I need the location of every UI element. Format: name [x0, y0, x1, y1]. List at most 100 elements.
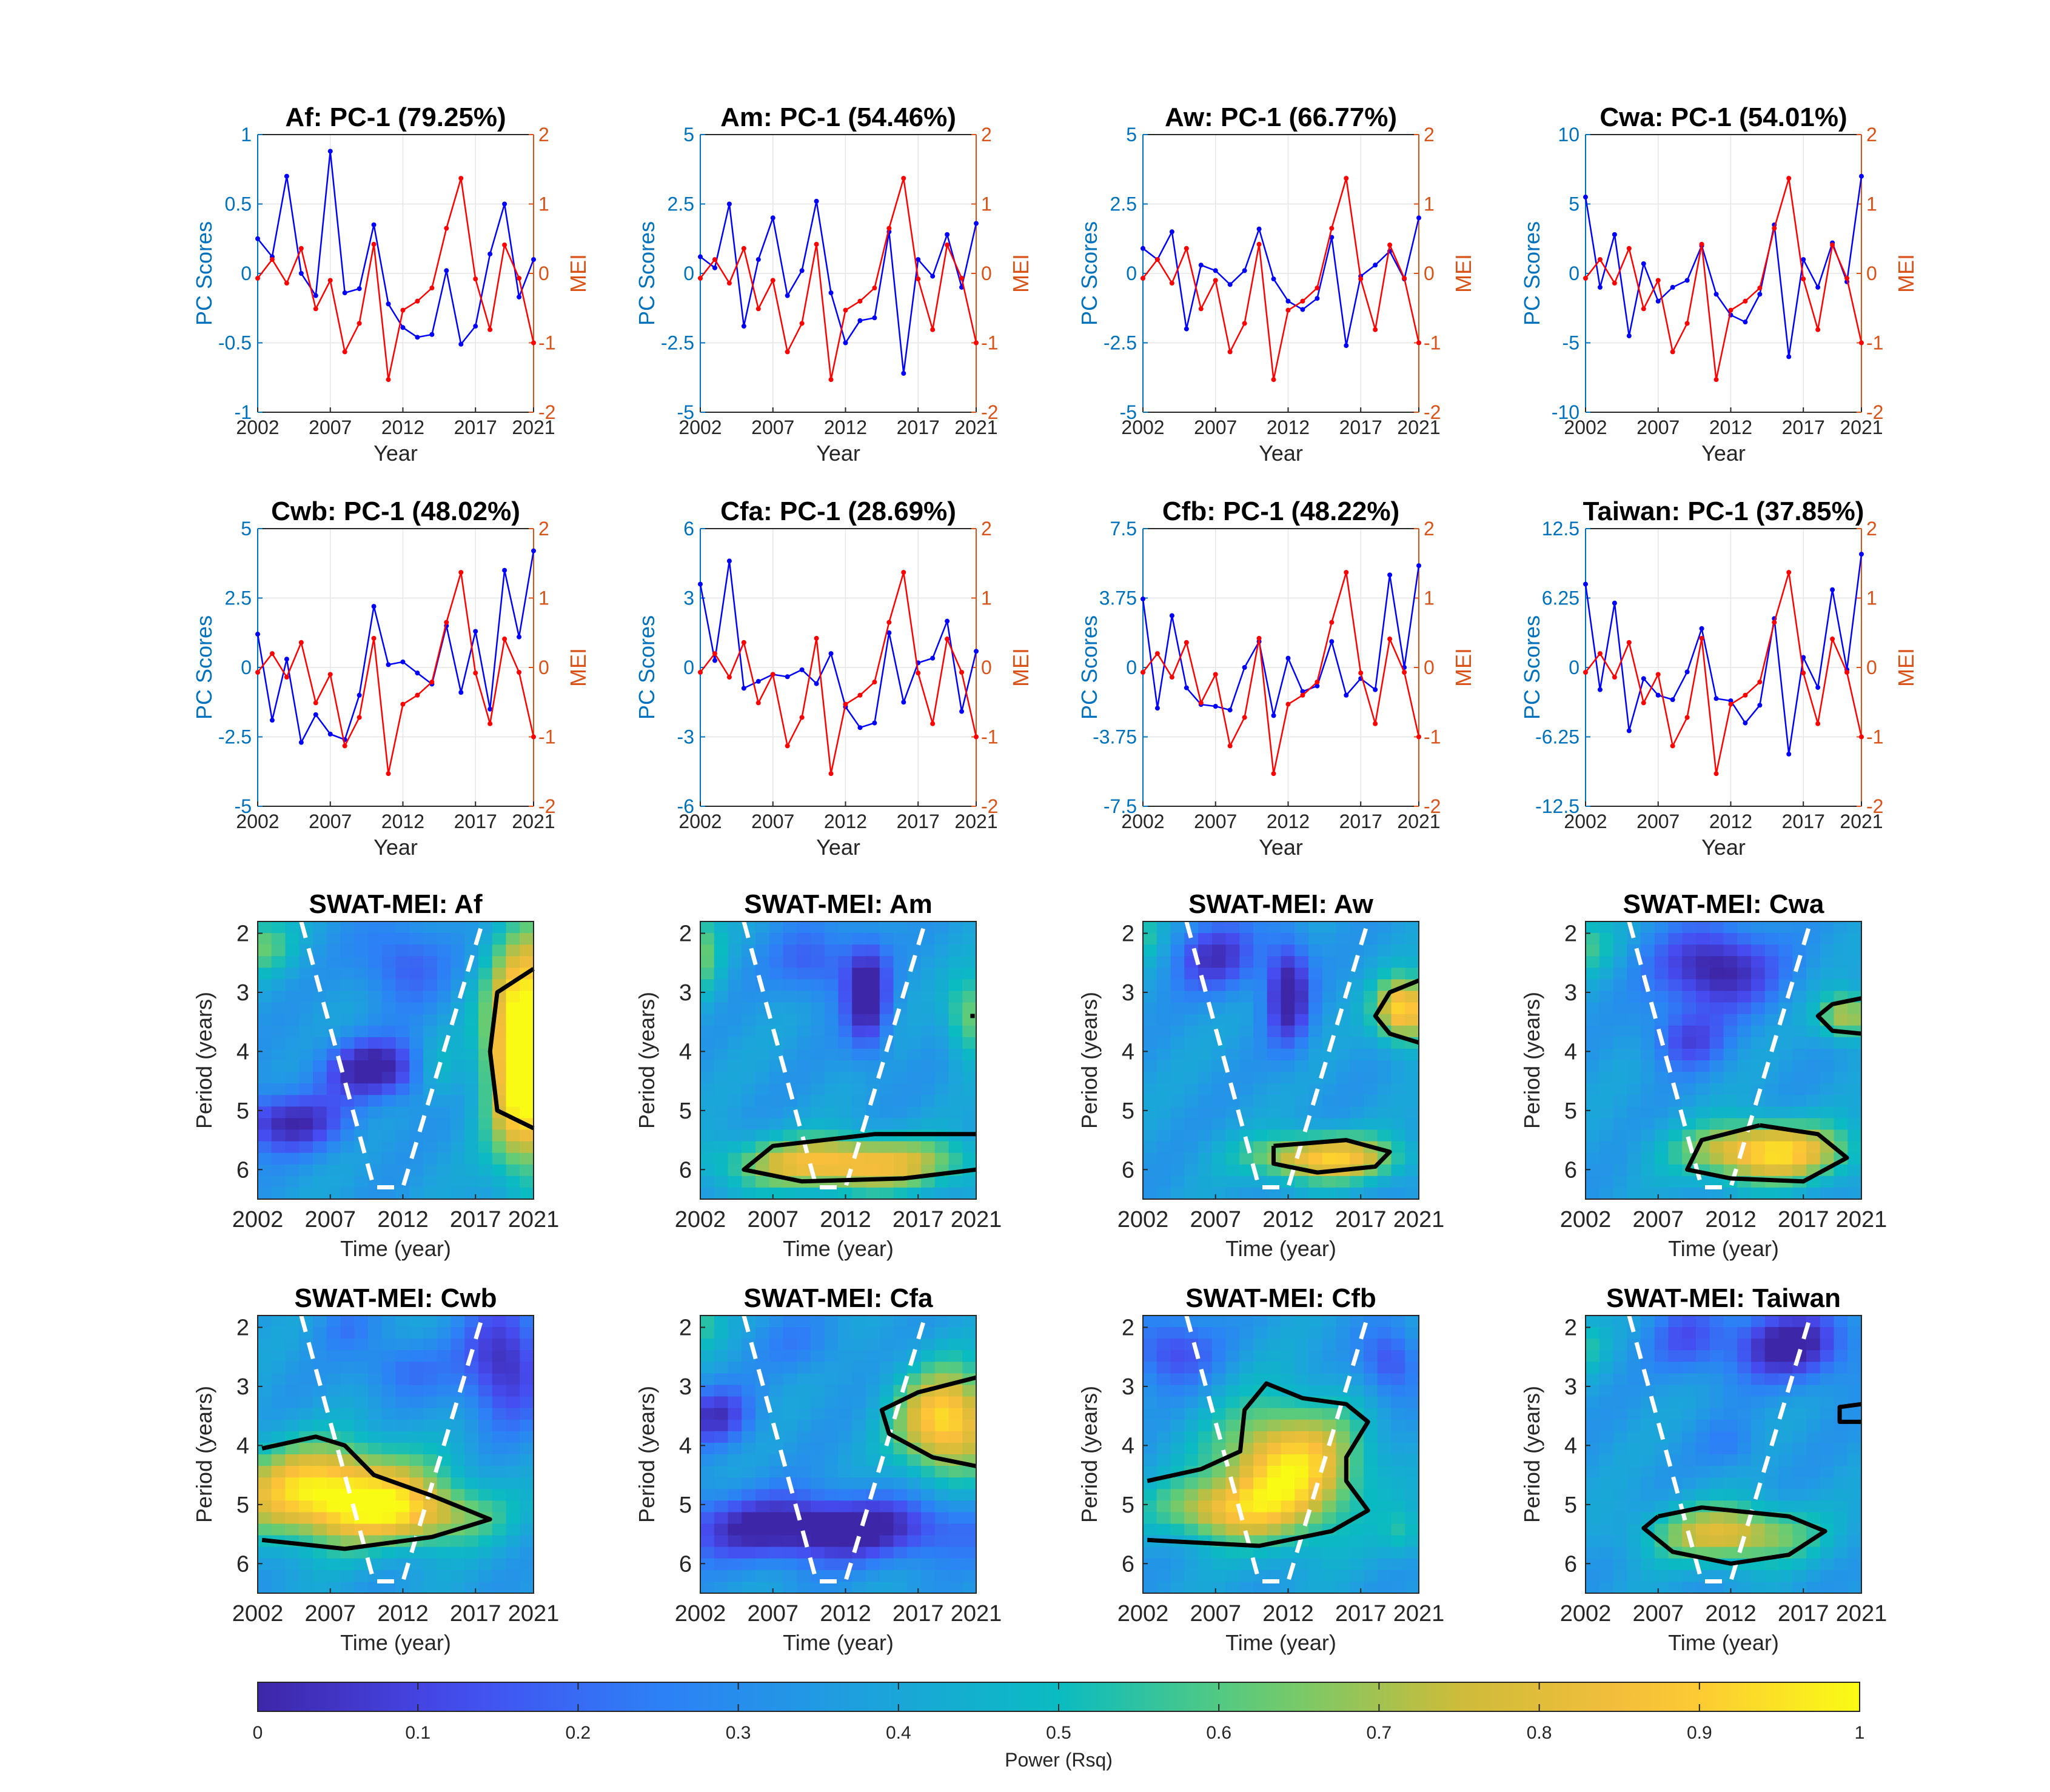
heatmap-cell: [1281, 1095, 1296, 1108]
heatmap-cell: [395, 1118, 410, 1131]
x-tick-label: 2017: [450, 1601, 501, 1627]
heatmap-cell: [326, 1327, 341, 1339]
heatmap-cell: [368, 1327, 383, 1339]
heatmap-cell: [1225, 1072, 1241, 1084]
x-tick-label: 2007: [747, 1207, 799, 1232]
heatmap-cell: [1281, 1442, 1296, 1455]
y-tick-label: 6: [1122, 1157, 1134, 1183]
heatmap-cell: [1295, 944, 1309, 957]
heatmap-cell: [879, 1118, 894, 1131]
heatmap-cell: [1834, 1350, 1849, 1363]
heatmap-cell: [1225, 1106, 1241, 1119]
heatmap-cell: [1405, 1512, 1419, 1525]
heatmap-cell: [1225, 1581, 1241, 1594]
x-tick-label: 2021: [1840, 416, 1883, 438]
heatmap-cell: [1295, 1327, 1309, 1339]
x-tick-label: 2017: [1782, 416, 1825, 438]
heatmap-cell: [1336, 1060, 1351, 1072]
heatmap-cell: [1391, 1385, 1406, 1397]
heatmap-cell: [1641, 1477, 1655, 1490]
mei-point: [1300, 692, 1305, 698]
heatmap-cell: [1170, 1570, 1185, 1582]
heatmap-cell: [866, 1327, 880, 1339]
heatmap-cell: [1696, 1362, 1710, 1374]
heatmap-cell: [1792, 1014, 1807, 1026]
mei-point: [313, 306, 318, 312]
chart-title: SWAT-MEI: Am: [744, 889, 932, 919]
heatmap-cell: [1322, 1327, 1337, 1339]
heatmap-cell: [285, 1373, 300, 1386]
heatmap-cell: [700, 1141, 715, 1154]
heatmap-cell: [437, 1570, 452, 1582]
heatmap-cell: [285, 1385, 300, 1397]
heatmap-cell: [1267, 1477, 1282, 1490]
heatmap-cell: [1156, 1408, 1171, 1420]
heatmap-cell: [1308, 1339, 1323, 1351]
heatmap-cell: [395, 1316, 410, 1328]
heatmap-cell: [271, 1072, 286, 1084]
heatmap-cell: [797, 979, 811, 992]
heatmap-cell: [824, 1060, 839, 1072]
heatmap-cell: [1709, 1048, 1724, 1061]
heatmap-cell: [1709, 1442, 1724, 1455]
heatmap-cell: [409, 1500, 424, 1513]
mei-point: [1772, 620, 1777, 625]
heatmap-cell: [258, 1002, 272, 1015]
heatmap-cell: [313, 1489, 327, 1502]
heatmap-cell: [506, 1362, 521, 1374]
heatmap-cell: [1682, 1129, 1697, 1142]
heatmap-cell: [1586, 933, 1600, 945]
heatmap-cell: [1751, 1454, 1766, 1466]
heatmap-cell: [962, 1396, 977, 1409]
heatmap-cell: [381, 1431, 397, 1443]
heatmap-cell: [714, 1175, 729, 1188]
heatmap-cell: [478, 1558, 493, 1571]
y-axis-label: PC Scores: [1077, 615, 1102, 720]
heatmap-cell: [506, 1431, 521, 1443]
heatmap-cell: [1253, 1396, 1268, 1409]
heatmap-cell: [1350, 1106, 1364, 1119]
heatmap-cell: [934, 1118, 950, 1131]
heatmap-cell: [437, 1014, 452, 1026]
heatmap-cell: [1682, 1014, 1697, 1026]
heatmap-cell: [797, 944, 811, 957]
heatmap-cell: [1654, 1570, 1669, 1582]
heatmap-cell: [285, 991, 300, 1003]
heatmap-cell: [1599, 1570, 1614, 1582]
heatmap-cell: [437, 1419, 452, 1432]
heatmap-cell: [1764, 1327, 1780, 1339]
pc-point: [698, 581, 703, 587]
heatmap-cell: [299, 1025, 313, 1038]
heatmap-cell: [1586, 1546, 1600, 1559]
colorbar-tick-label: 0.2: [566, 1723, 591, 1743]
heatmap-cell: [742, 991, 756, 1003]
heatmap-cell: [852, 979, 866, 992]
heatmap-cell: [1281, 1523, 1296, 1536]
heatmap-cell: [893, 944, 908, 957]
heatmap-cell: [437, 1477, 452, 1490]
heatmap-cell: [285, 1037, 300, 1049]
heatmap-cell: [1211, 1558, 1227, 1571]
heatmap-cell: [742, 1466, 756, 1478]
heatmap-cell: [811, 968, 825, 980]
pc-point: [1198, 262, 1204, 268]
heatmap-cell: [423, 1454, 438, 1466]
heatmap-cell: [1239, 1385, 1254, 1397]
heatmap-cell: [1322, 1118, 1337, 1131]
heatmap-cell: [520, 1014, 534, 1026]
x-axis-label: Time (year): [1225, 1630, 1336, 1655]
heatmap-cell: [1211, 1060, 1227, 1072]
heatmap-cell: [852, 1095, 866, 1108]
heatmap-cell: [1847, 1466, 1862, 1478]
heatmap-cell: [1281, 1512, 1296, 1525]
heatmap-cell: [948, 1466, 963, 1478]
heatmap-cell: [797, 921, 811, 934]
heatmap-cell: [962, 1316, 977, 1328]
heatmap-cell: [1211, 1466, 1227, 1478]
heatmap-cell: [1613, 944, 1628, 957]
y2-tick-label: 1: [1866, 587, 1877, 609]
heatmap-cell: [948, 1419, 963, 1432]
heatmap-cell: [1764, 933, 1780, 945]
heatmap-cell: [893, 1535, 908, 1548]
heatmap-cell: [755, 1025, 770, 1038]
